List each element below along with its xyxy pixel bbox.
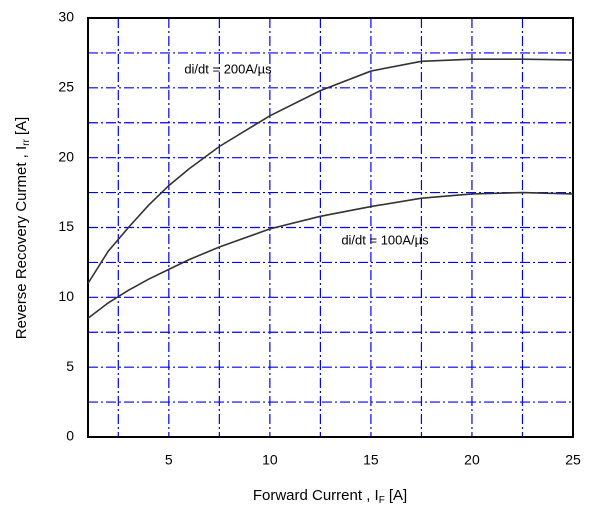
x-tick-label: 15 (363, 452, 379, 468)
y-tick-label: 0 (66, 428, 74, 444)
y-tick-label: 15 (58, 218, 74, 234)
x-label-text: Forward Current , I (253, 487, 379, 504)
y-label-text: Reverse Recovery Curmet , I (13, 146, 30, 339)
x-axis-label: Forward Current , IF [A] (253, 487, 407, 506)
x-tick-label: 20 (464, 452, 480, 468)
series-line (87, 58, 574, 284)
x-tick-label: 10 (262, 452, 278, 468)
y-label-sub: rr (21, 138, 32, 145)
series-label: di/dt = 100A/µs (341, 232, 429, 247)
y-axis-label: Reverse Recovery Curmet , Irr [A] (13, 117, 32, 339)
y-tick-label: 20 (58, 148, 74, 164)
y-tick-label: 25 (58, 79, 74, 95)
y-tick-label: 5 (66, 358, 74, 374)
y-label-unit: [A] (13, 117, 30, 135)
series-label: di/dt = 200A/µs (184, 61, 272, 76)
x-tick-label: 5 (165, 452, 173, 468)
x-tick-label: 25 (565, 452, 581, 468)
x-label-unit: [A] (389, 487, 407, 504)
y-tick-label: 10 (58, 288, 74, 304)
series-line (87, 191, 574, 319)
plot-frame (87, 17, 574, 438)
y-tick-label: 30 (58, 9, 74, 25)
x-label-sub: F (379, 495, 385, 506)
